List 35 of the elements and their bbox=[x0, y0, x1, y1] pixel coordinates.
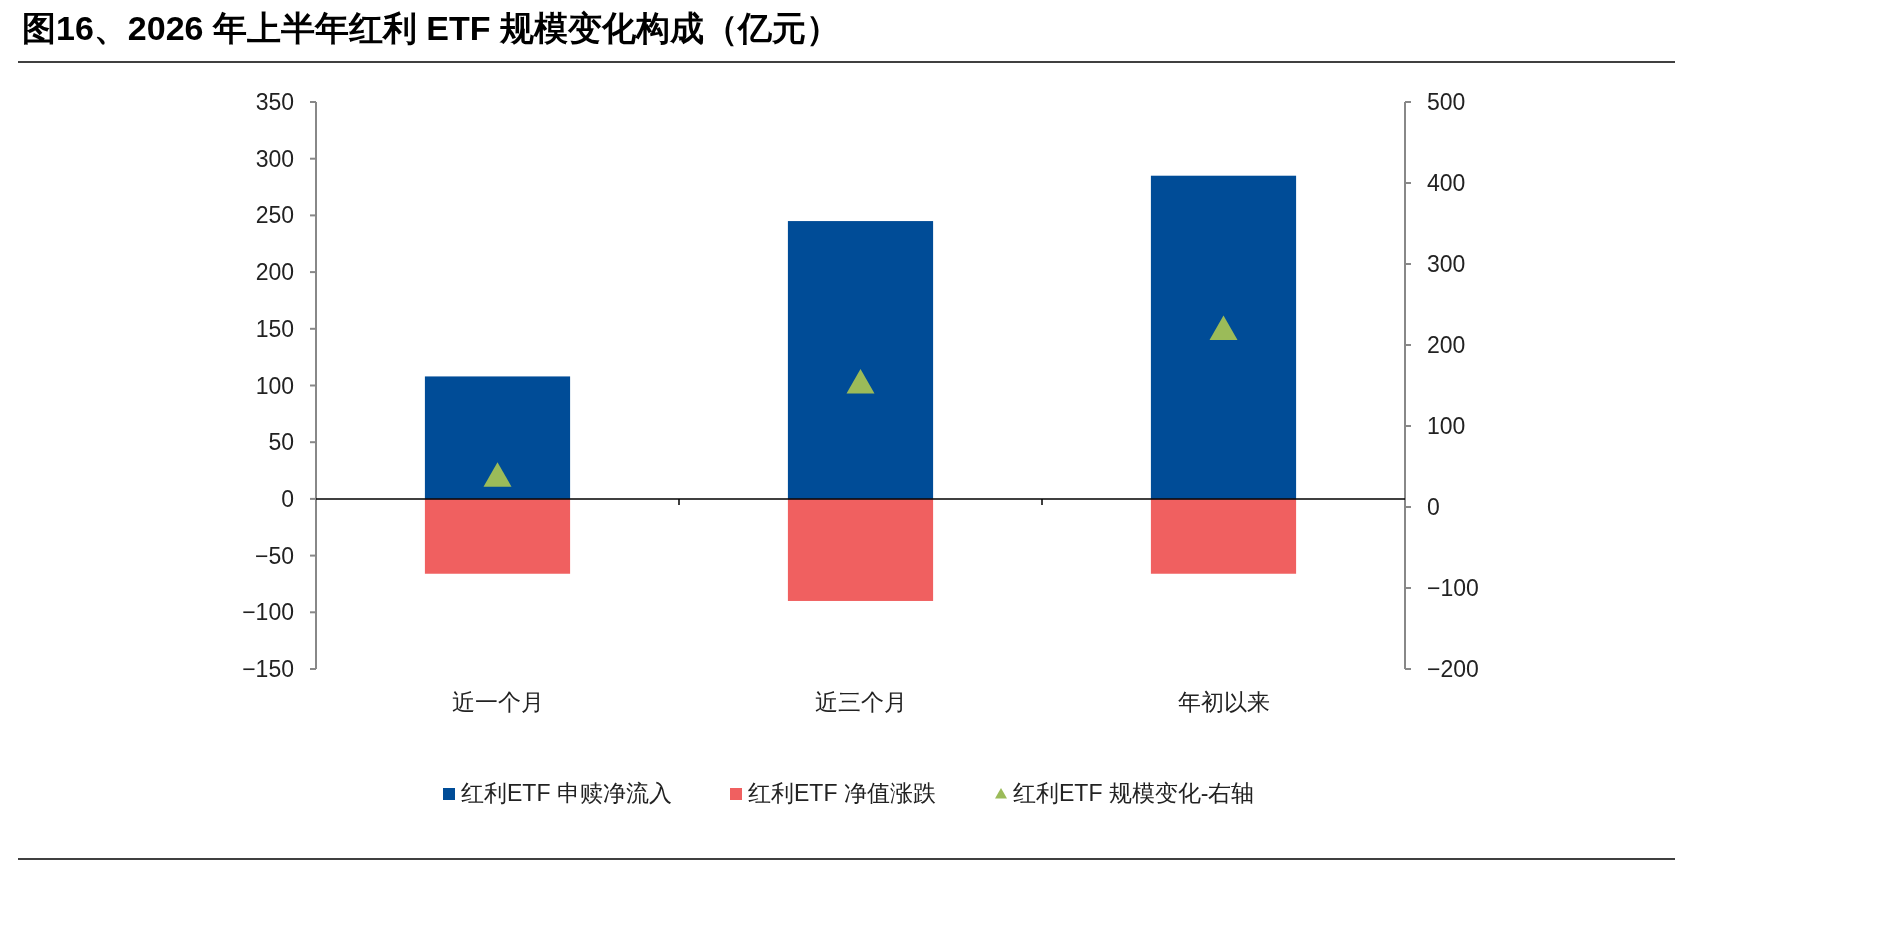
point bbox=[1209, 315, 1238, 341]
bar bbox=[787, 498, 934, 601]
legend-label: 红利ETF 净值涨跌 bbox=[748, 780, 936, 806]
y2-tick-label: 0 bbox=[1427, 494, 1440, 520]
bar bbox=[787, 221, 934, 499]
legend-label: 红利ETF 申赎净流入 bbox=[461, 780, 672, 806]
y-tick-label: 250 bbox=[255, 202, 294, 229]
y-tick-label: 150 bbox=[255, 315, 294, 342]
x-tick-label: 近三个月 bbox=[814, 689, 907, 715]
chart-title: 图16、2026 年上半年红利 ETF 规模变化构成（亿元） bbox=[22, 9, 841, 47]
y-tick-label: 200 bbox=[255, 259, 294, 286]
y2-tick-label: −100 bbox=[1427, 575, 1479, 601]
bar bbox=[424, 498, 571, 574]
x-tick-label: 近一个月 bbox=[451, 689, 544, 715]
y2-tick-label: 100 bbox=[1427, 413, 1466, 439]
point bbox=[483, 462, 512, 487]
y-tick-label: 350 bbox=[255, 89, 294, 115]
y-tick-label: 100 bbox=[255, 372, 294, 399]
bar bbox=[1150, 498, 1297, 574]
y-tick-label: 0 bbox=[281, 485, 294, 512]
y2-tick-label: 400 bbox=[1427, 170, 1466, 196]
y2-tick-label: −200 bbox=[1427, 656, 1479, 682]
y-tick-label: −50 bbox=[254, 542, 294, 569]
y-tick-label: 300 bbox=[255, 145, 294, 172]
y-tick-label: 50 bbox=[268, 429, 294, 456]
y-tick-label: −100 bbox=[242, 599, 294, 626]
y2-tick-label: 200 bbox=[1427, 332, 1466, 358]
bar bbox=[424, 376, 571, 499]
x-tick-label: 年初以来 bbox=[1177, 689, 1270, 715]
bar bbox=[1150, 175, 1297, 499]
y-tick-label: −150 bbox=[242, 656, 294, 682]
y2-tick-label: 500 bbox=[1427, 89, 1466, 115]
point bbox=[846, 369, 875, 394]
y2-tick-label: 300 bbox=[1427, 251, 1466, 277]
legend-label: 红利ETF 规模变化-右轴 bbox=[1013, 780, 1255, 806]
